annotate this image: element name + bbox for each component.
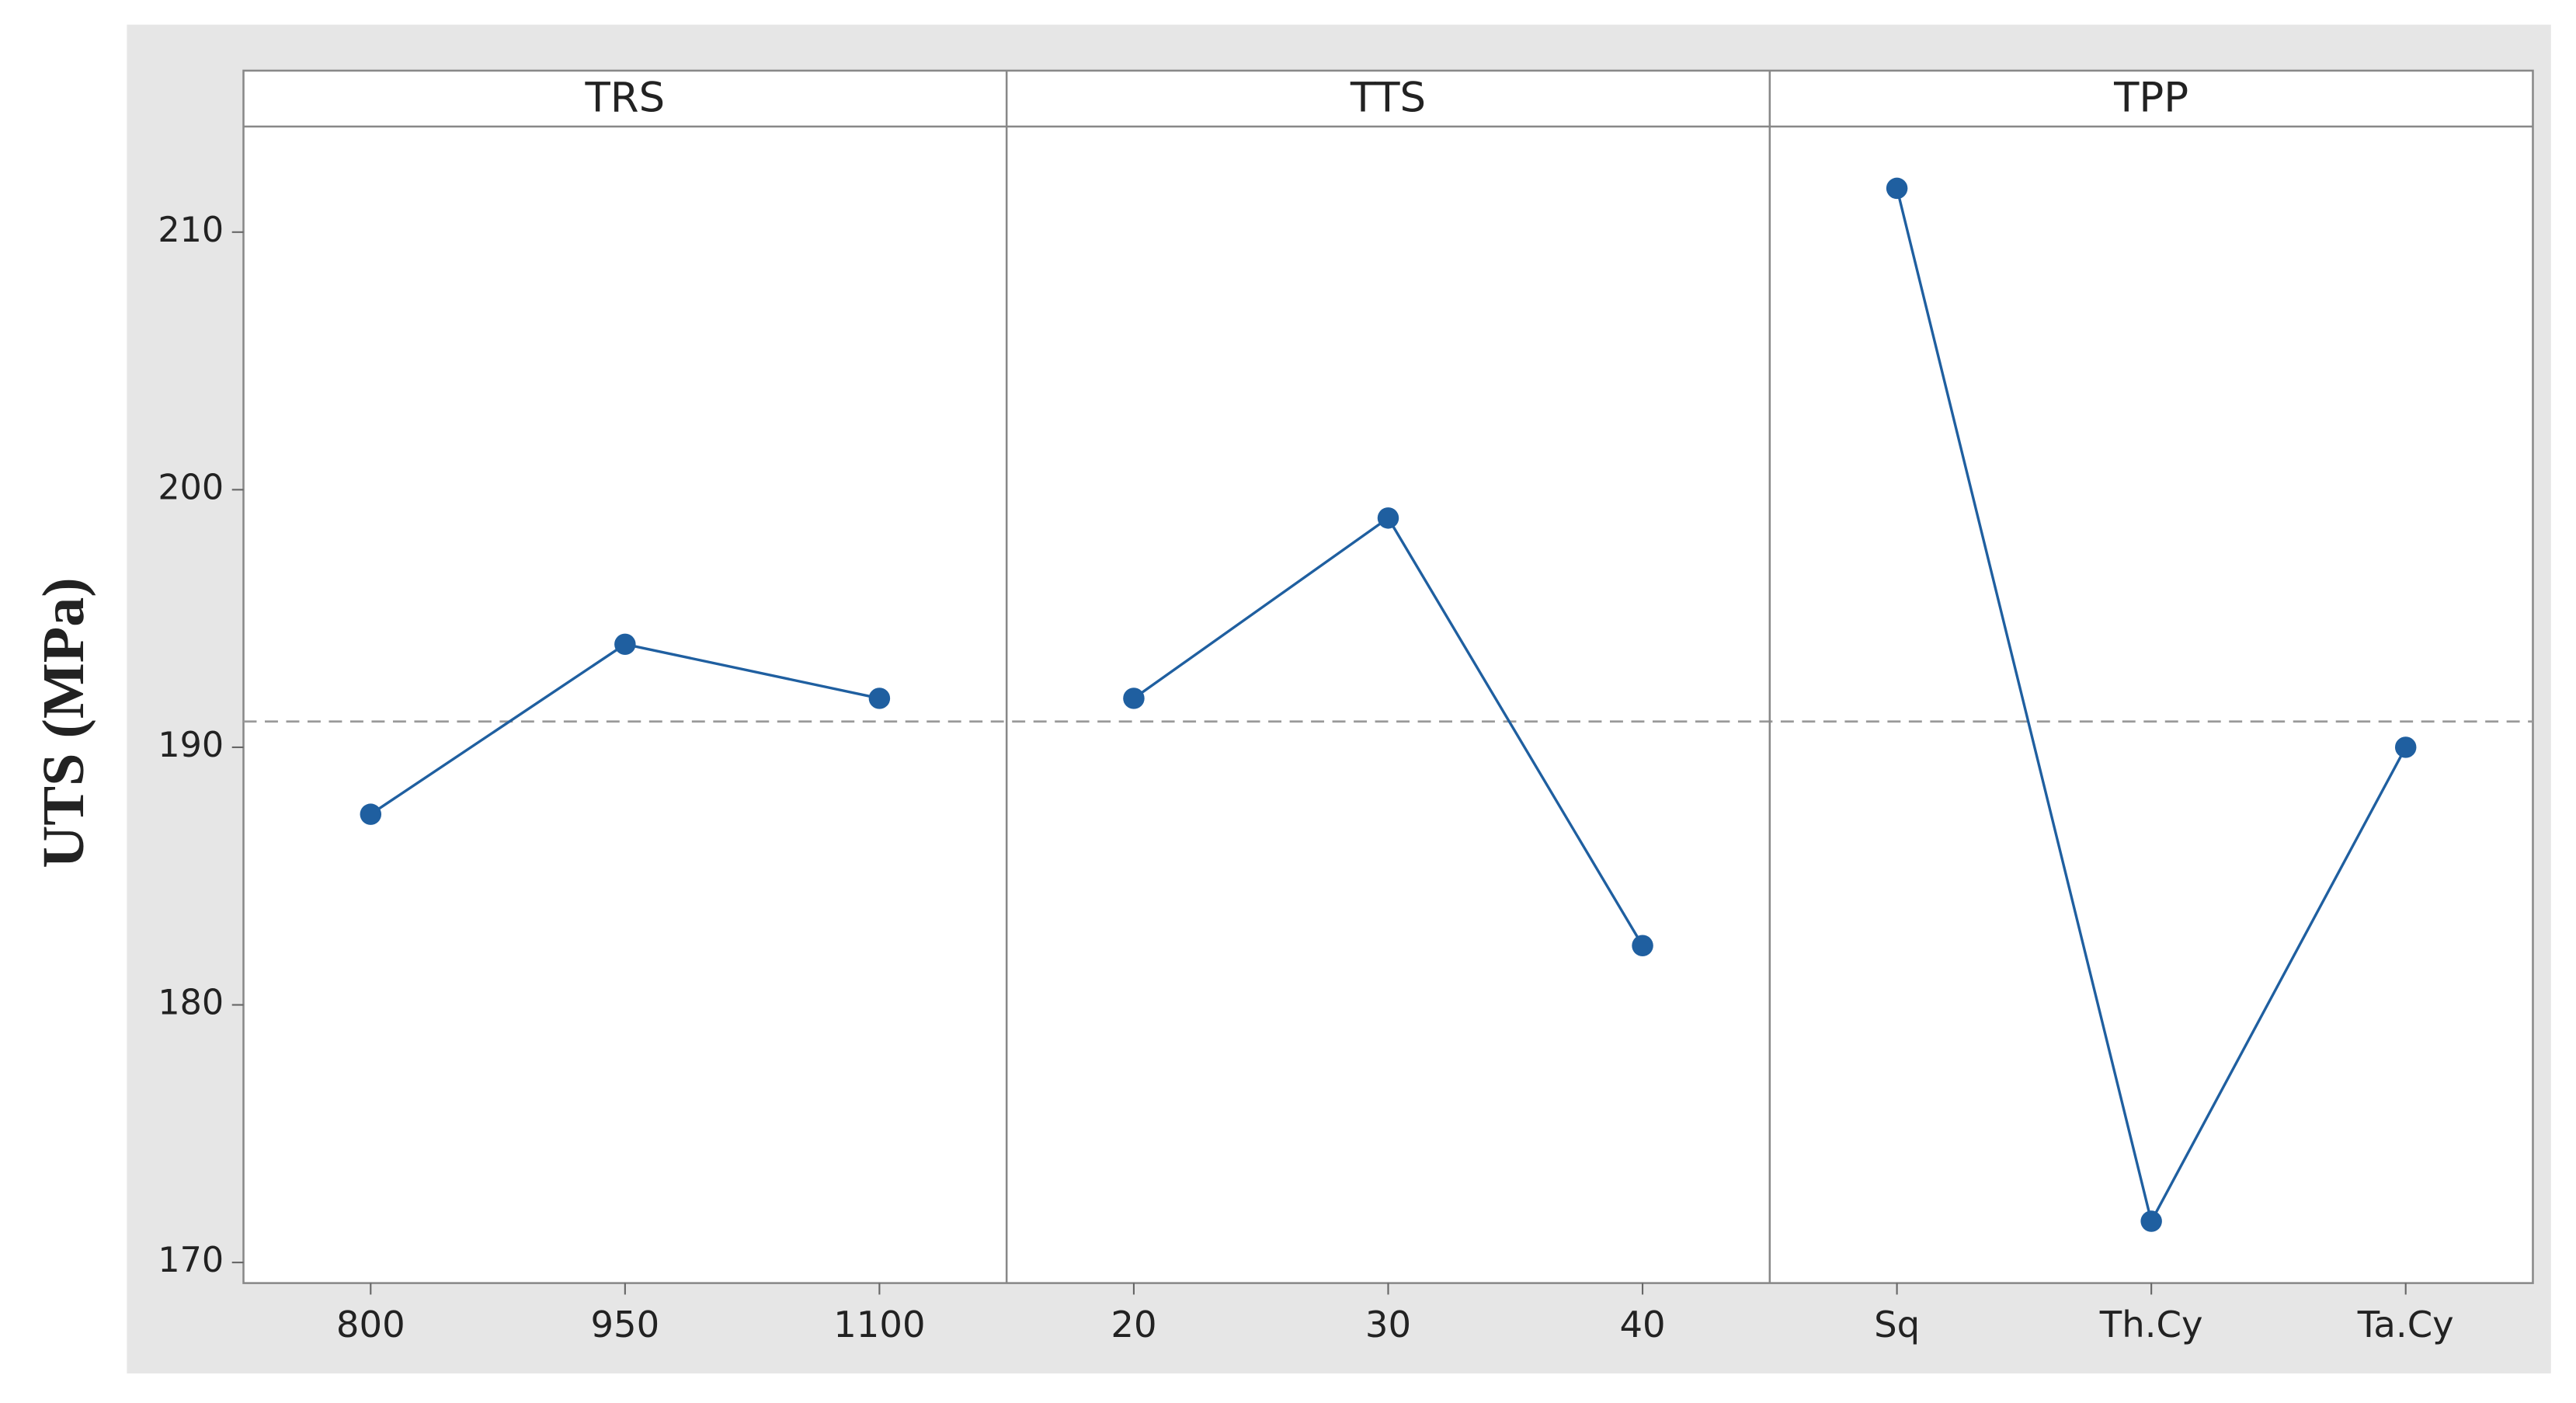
data-point [2140,1210,2162,1232]
x-tick-label: 1100 [833,1304,925,1346]
x-tick-label: 800 [336,1304,405,1346]
data-point [1632,935,1653,957]
data-point [1123,688,1145,709]
y-tick-label: 170 [158,1241,224,1280]
panel-title: TTS [1350,75,1426,122]
data-point [1377,507,1399,529]
y-axis-label: UTS (MPa) [31,577,96,868]
panel-title: TRS [585,75,666,122]
data-point [2394,736,2417,758]
data-point [614,633,636,656]
x-tick-label: Th.Cy [2099,1304,2203,1346]
x-tick-label: Sq [1874,1304,1920,1346]
data-point [360,803,382,825]
x-tick-label: 40 [1619,1304,1665,1346]
plot-frame [242,69,2534,1284]
y-tick-label: 200 [158,468,224,507]
x-tick-label: 950 [590,1304,659,1346]
data-point [1886,177,1908,200]
x-tick-label: 30 [1365,1304,1411,1346]
panel-title: TPP [2113,75,2188,122]
y-tick-label: 180 [158,983,224,1023]
x-tick-label: 20 [1111,1304,1156,1346]
y-tick-label: 210 [158,211,224,250]
data-point [868,688,891,709]
y-tick-label: 190 [158,726,224,765]
x-tick-label: Ta.Cy [2357,1304,2454,1346]
